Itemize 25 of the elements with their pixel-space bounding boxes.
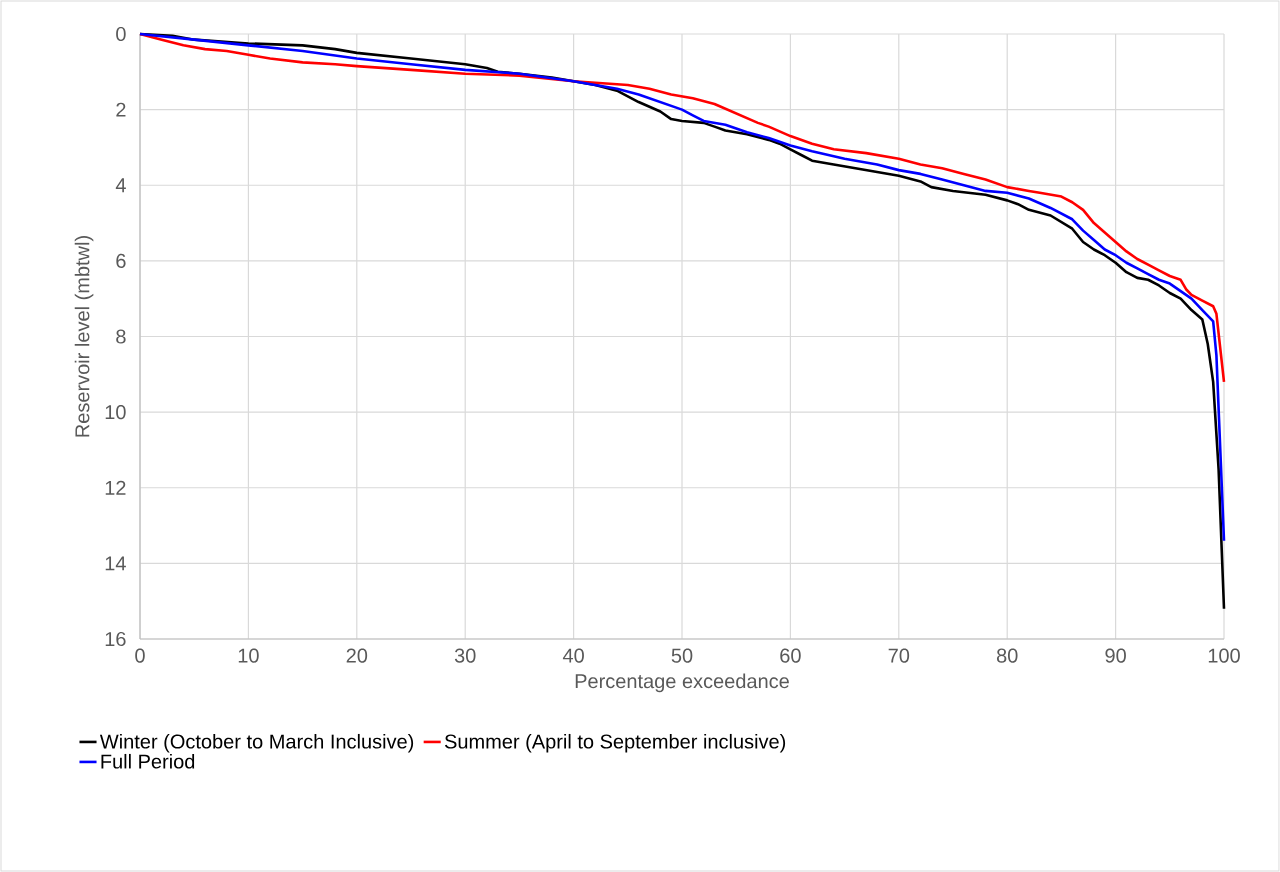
legend-label: Full Period [101,753,195,769]
y-tick-label: 6 [116,253,126,268]
y-tick-label: 8 [116,329,126,344]
y-tick-label: 0 [116,26,126,42]
x-tick-label: 90 [1105,648,1126,663]
y-tick-label: 12 [105,480,126,495]
x-tick-label: 60 [780,648,801,663]
y-tick-label: 10 [105,405,126,420]
x-tick-label: 10 [238,648,259,663]
x-tick-label: 50 [671,648,693,663]
x-tick-label: 80 [996,648,1018,663]
x-tick-label: 100 [1208,648,1240,663]
y-tick-label: 16 [105,631,126,647]
x-tick-label: 40 [562,648,584,663]
y-tick-label: 2 [116,102,126,117]
legend-label: Summer (April to September inclusive) [444,733,786,753]
x-tick-label: 70 [888,648,910,663]
y-tick-label: 4 [115,178,126,193]
x-tick-label: 20 [346,648,368,663]
x-axis-title: Percentage exceedance [575,673,789,693]
x-tick-label: 0 [135,648,145,663]
y-axis-title: Reservoir level (mbtwl) [74,236,94,437]
y-tick-label: 14 [105,556,126,571]
x-tick-label: 30 [454,648,476,663]
legend-label: Winter (October to March Inclusive) [99,733,414,753]
